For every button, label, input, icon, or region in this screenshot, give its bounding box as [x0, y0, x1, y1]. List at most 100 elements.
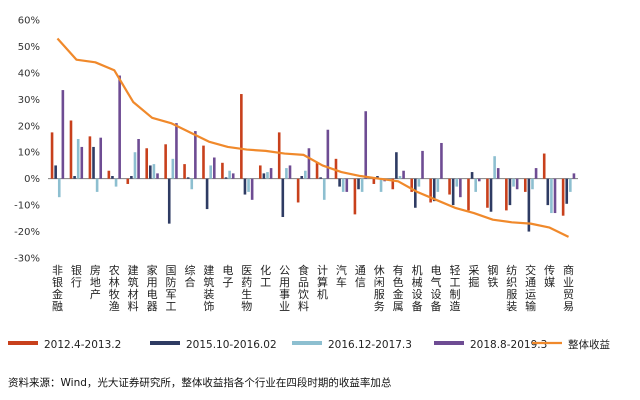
- bar-20-s3: [440, 142, 443, 179]
- bar-26-s2: [550, 178, 553, 214]
- bar-6-s3: [175, 123, 178, 179]
- bar-26-s3: [553, 178, 557, 214]
- bar-8-s0: [202, 145, 205, 179]
- bar-24-s1: [508, 178, 512, 206]
- category-label: 交通运输: [525, 263, 536, 313]
- bar-27-s3: [572, 173, 576, 179]
- bar-13-s2: [304, 170, 307, 179]
- total-return-line: [56, 37, 570, 238]
- category-label: 家用电器: [147, 263, 158, 313]
- y-tick-label: 60%: [18, 16, 40, 27]
- category-label: 房地产: [90, 264, 101, 301]
- category-label: 纺织服装: [506, 263, 517, 313]
- bar-2-s2: [95, 178, 99, 192]
- bar-21-s2: [455, 178, 459, 187]
- bar-16-s1: [357, 178, 360, 190]
- bar-6-s2: [171, 158, 175, 179]
- bar-23-s1: [489, 178, 493, 212]
- bar-18-s1: [395, 152, 398, 179]
- bar-14-s2: [322, 178, 326, 200]
- bar-1-s2: [76, 139, 80, 179]
- bar-0-s1: [54, 165, 57, 179]
- legend-label: 2012.4-2013.2: [44, 339, 121, 351]
- bar-20-s2: [436, 178, 440, 192]
- bar-22-s2: [474, 178, 477, 192]
- bar-12-s0: [277, 132, 281, 179]
- bar-1-s1: [73, 176, 76, 179]
- bar-16-s3: [364, 111, 368, 179]
- category-label: 建筑装饰: [203, 263, 214, 313]
- legend-label: 整体收益: [568, 338, 610, 351]
- category-label: 商业贸易: [563, 263, 574, 313]
- category-label: 电子: [222, 264, 233, 289]
- bar-14-s1: [319, 177, 322, 179]
- bar-23-s0: [486, 178, 489, 208]
- bar-9-s3: [231, 173, 235, 179]
- y-tick-label: -30%: [14, 254, 40, 265]
- bar-17-s2: [379, 178, 383, 192]
- category-label: 化工: [260, 263, 271, 289]
- bar-21-s1: [451, 178, 455, 206]
- bar-8-s1: [205, 178, 209, 210]
- category-label: 医药生物: [241, 264, 252, 313]
- bar-1-s3: [80, 146, 84, 179]
- bar-3-s0: [107, 170, 111, 179]
- bar-27-s1: [565, 178, 569, 204]
- bar-22-s3: [477, 178, 481, 182]
- bar-4-s2: [133, 152, 137, 179]
- y-tick-label: 50%: [18, 42, 40, 53]
- bar-11-s3: [269, 168, 273, 179]
- bar-25-s0: [523, 178, 527, 192]
- bar-22-s0: [467, 178, 470, 211]
- legend-label: 2018.8-2019.3: [470, 339, 547, 351]
- bar-26-s0: [542, 153, 546, 179]
- bar-3-s1: [111, 176, 114, 179]
- bar-15-s2: [341, 178, 345, 192]
- y-tick-label: 30%: [18, 95, 40, 106]
- legend-swatch: [292, 341, 322, 345]
- category-label: 传媒: [544, 264, 555, 289]
- axis-layer: 60% 50% 40% 30% 20% 10% 0% -10% -20% -30%: [14, 16, 578, 265]
- bar-15-s0: [334, 158, 338, 179]
- bar-19-s2: [417, 178, 421, 187]
- bar-2-s1: [92, 146, 95, 179]
- y-tick-label: -20%: [14, 227, 40, 238]
- bar-25-s3: [534, 168, 538, 179]
- legend-label: 2015.10-2016.02: [186, 339, 277, 351]
- bar-0-s2: [57, 178, 61, 198]
- bar-24-s0: [505, 178, 508, 211]
- category-label: 非银金融: [52, 264, 63, 313]
- y-tick-label: -10%: [14, 201, 40, 212]
- category-label: 建筑材料: [128, 263, 139, 313]
- legend-swatch: [150, 341, 180, 345]
- bar-11-s1: [262, 173, 266, 179]
- bar-5-s1: [149, 165, 152, 179]
- bar-2-s0: [88, 136, 92, 179]
- category-label: 有色金属: [393, 263, 404, 313]
- category-label: 机械设备: [412, 263, 423, 313]
- category-label: 汽车: [336, 263, 347, 289]
- bar-27-s2: [569, 178, 572, 192]
- bar-23-s3: [496, 168, 500, 179]
- bar-7-s1: [186, 177, 190, 179]
- legend-swatch: [8, 341, 38, 345]
- bar-19-s3: [421, 150, 424, 179]
- bar-24-s3: [515, 178, 519, 190]
- bar-14-s3: [326, 129, 330, 179]
- bar-12-s2: [285, 168, 288, 179]
- source-footnote: 资料来源：Wind，光大证券研究所，整体收益指各个行业在四段时期的收益率加总: [8, 377, 392, 389]
- line-layer: [56, 37, 570, 238]
- bar-25-s1: [527, 178, 531, 232]
- y-tick-label: 40%: [18, 68, 40, 79]
- bar-8-s2: [209, 165, 212, 179]
- bar-2-s3: [99, 137, 103, 179]
- bar-10-s0: [240, 94, 243, 179]
- category-label: 电气设备: [431, 264, 442, 313]
- bar-6-s0: [164, 144, 167, 179]
- bar-0-s0: [50, 132, 54, 179]
- bar-9-s2: [228, 170, 231, 179]
- bar-9-s0: [221, 162, 224, 179]
- y-tick-label: 20%: [18, 121, 40, 132]
- bar-19-s1: [414, 178, 417, 208]
